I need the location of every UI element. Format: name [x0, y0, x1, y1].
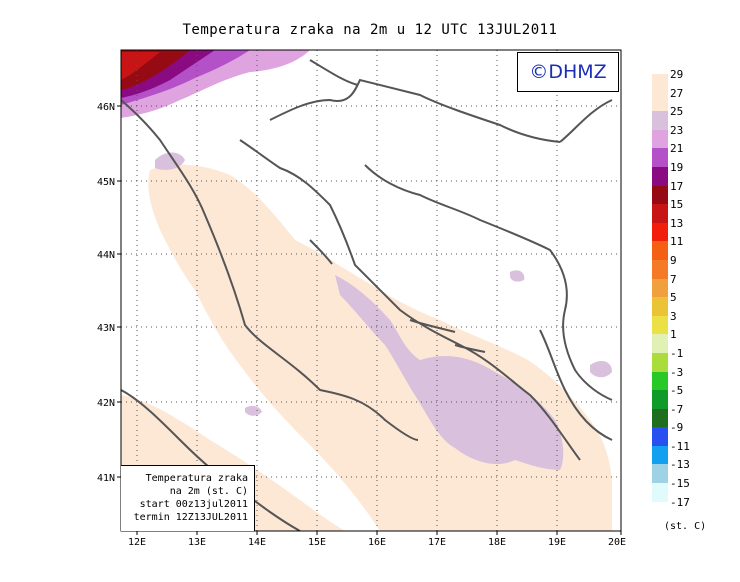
coastline-borders — [121, 59, 613, 531]
legend-swatch — [652, 259, 668, 279]
map-title: Temperatura zraka na 2m u 12 UTC 13JUL20… — [182, 22, 558, 38]
legend-label: -11 — [670, 439, 690, 453]
lat-lon-grid — [121, 50, 621, 531]
coastline-italy — [121, 99, 419, 441]
legend-swatch — [652, 278, 668, 298]
legend-label: -15 — [670, 477, 690, 491]
legend-swatch — [652, 204, 668, 223]
legend-swatch — [652, 445, 668, 465]
legend-swatch — [652, 111, 668, 130]
legend-swatch — [652, 315, 668, 335]
border-north — [309, 59, 359, 86]
legend-label: 3 — [670, 309, 677, 323]
legend-label: -17 — [670, 495, 690, 509]
lat-label: 46N — [97, 102, 115, 113]
legend-label: -5 — [670, 384, 684, 398]
lat-label: 44N — [97, 250, 115, 261]
axis-ticks — [117, 105, 622, 535]
temp-band-25-east — [590, 360, 612, 378]
info-line: start 00z13jul2011 — [139, 499, 248, 510]
temp-band-25-spot — [245, 405, 262, 416]
island — [454, 344, 486, 353]
temp-band-25-spot — [510, 270, 525, 282]
legend-swatch — [652, 464, 668, 484]
legend-label: 19 — [670, 160, 684, 174]
legend-swatch — [652, 427, 668, 446]
lon-label: 15E — [308, 537, 326, 548]
lat-label: 42N — [97, 398, 115, 409]
legend-unit: (st. C) — [664, 521, 707, 532]
legend-label: -1 — [670, 346, 684, 360]
legend-swatch — [652, 241, 668, 260]
temp-band-25-dalmatia — [335, 275, 564, 470]
legend-label: 1 — [670, 328, 677, 342]
legend-swatch — [652, 166, 668, 186]
legend-label: 5 — [670, 291, 677, 305]
border-east — [559, 99, 613, 143]
legend-label: -13 — [670, 458, 690, 472]
legend-label: 27 — [670, 86, 684, 100]
legend-label: 13 — [670, 216, 684, 230]
legend-label: 9 — [670, 253, 677, 267]
lat-label: 43N — [97, 323, 115, 334]
info-box: Temperatura zraka na 2m (st. C) start 00… — [121, 465, 255, 531]
legend-swatch — [652, 222, 668, 242]
legend-label: 7 — [670, 272, 677, 286]
legend-label: 25 — [670, 105, 684, 119]
legend-label: -3 — [670, 365, 684, 379]
info-line: na 2m (st. C) — [169, 486, 248, 497]
legend-label: -9 — [670, 421, 684, 435]
lon-label: 18E — [488, 537, 506, 548]
coastline-istria-dalmatia — [239, 139, 581, 461]
border-slovenia-croatia — [269, 78, 561, 143]
legend-label: 23 — [670, 123, 684, 137]
info-line: termin 12Z13JUL2011 — [133, 512, 248, 523]
legend-swatch — [652, 297, 668, 316]
border-bosnia — [364, 164, 613, 401]
legend-swatch — [652, 371, 668, 391]
lon-label: 20E — [608, 537, 626, 548]
legend-swatch — [652, 74, 668, 93]
lat-label: 41N — [97, 473, 115, 484]
dhmz-logo: ©DHMZ — [517, 52, 619, 92]
legend-swatch — [652, 92, 668, 112]
island — [309, 239, 333, 265]
info-line: Temperatura zraka — [145, 473, 248, 484]
lon-label: 13E — [188, 537, 206, 548]
lon-label: 12E — [128, 537, 146, 548]
legend-swatch — [652, 501, 668, 521]
lon-label: 14E — [248, 537, 266, 548]
legend-label: 29 — [670, 68, 684, 81]
legend-swatch — [652, 390, 668, 409]
lon-label: 17E — [428, 537, 446, 548]
island — [409, 319, 456, 333]
legend-swatch — [652, 185, 668, 205]
legend-swatch — [652, 483, 668, 502]
legend-swatch — [652, 129, 668, 149]
lat-label: 45N — [97, 177, 115, 188]
legend-swatch — [652, 352, 668, 372]
legend-label: 17 — [670, 179, 684, 193]
legend-label: 15 — [670, 198, 684, 212]
legend-label: 21 — [670, 142, 684, 156]
border-montenegro — [539, 329, 613, 441]
map-frame — [120, 49, 622, 532]
lon-label: 19E — [548, 537, 566, 548]
legend-swatch — [652, 334, 668, 353]
legend-label: -7 — [670, 402, 684, 416]
lon-label: 16E — [368, 537, 386, 548]
temp-band-15-northwest — [121, 52, 160, 80]
legend-label: 11 — [670, 235, 684, 249]
legend-swatch — [652, 408, 668, 428]
legend-swatch — [652, 148, 668, 167]
